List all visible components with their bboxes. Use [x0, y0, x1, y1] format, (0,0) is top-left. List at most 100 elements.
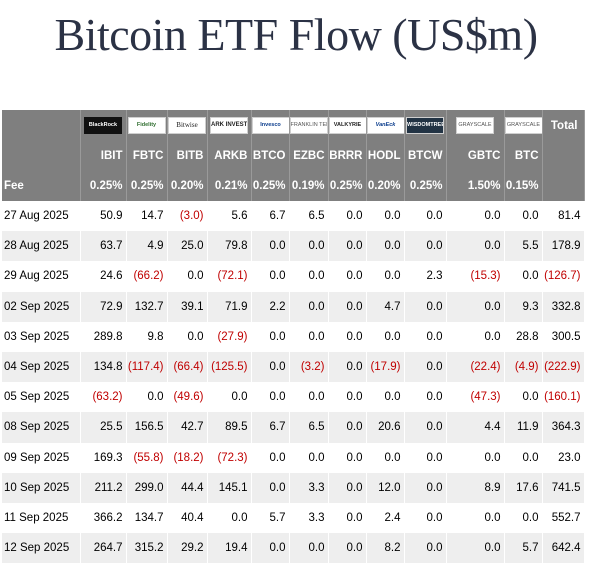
total-cell: 81.4	[542, 201, 585, 232]
flow-cell-bitb: 0.0	[167, 321, 208, 352]
flow-cell-arkb: 145.1	[207, 472, 252, 503]
flow-cell-btcw: 0.0	[404, 533, 447, 563]
fee-bitb: 0.20%	[167, 171, 208, 201]
invesco-logo: Invesco	[251, 117, 288, 134]
flow-cell-btcw: 0.0	[404, 502, 447, 534]
flow-cell-btcw: 0.0	[404, 472, 447, 503]
date-cell: 10 Sep 2025	[2, 472, 81, 503]
flow-cell-brrr: 0.0	[328, 351, 367, 383]
ticker-hodl: HODL	[366, 141, 405, 171]
flow-cell-ibit: 25.5	[80, 412, 127, 443]
fee-btc: 0.15%	[504, 171, 543, 201]
flow-cell-btc: 5.5	[504, 231, 543, 262]
flow-cell-fbtc: (66.2)	[126, 261, 168, 292]
date-cell: 09 Sep 2025	[2, 442, 81, 473]
flow-cell-ibit: 50.9	[80, 201, 127, 232]
grayscale-gbtc-logo: GRAYSCALE	[456, 117, 494, 134]
flow-cell-hodl: 20.6	[366, 412, 405, 443]
flow-cell-btc: 0.0	[504, 442, 543, 473]
flow-cell-hodl: 8.2	[366, 533, 405, 563]
flow-cell-brrr: 0.0	[328, 533, 367, 563]
flow-cell-ibit: 264.7	[80, 533, 127, 563]
flow-cell-hodl: 4.7	[366, 291, 405, 322]
flow-cell-brrr: 0.0	[328, 261, 367, 292]
flow-cell-ibit: 366.2	[80, 502, 127, 534]
total-cell: (160.1)	[542, 382, 585, 413]
total-cell: 642.4	[542, 533, 585, 563]
flow-cell-fbtc: 134.7	[126, 502, 168, 534]
flow-cell-gbtc: 0.0	[446, 502, 505, 534]
blackrock-logo: BlackRock	[84, 117, 122, 134]
ticker-gbtc: GBTC	[446, 141, 505, 171]
flow-cell-arkb: 0.0	[207, 502, 252, 534]
total-cell: 300.5	[542, 321, 585, 352]
fee-ibit: 0.25%	[80, 171, 127, 201]
corner-cell	[2, 110, 81, 141]
flow-cell-arkb: 5.6	[207, 201, 252, 232]
table-row: 02 Sep 2025 72.9 132.7 39.1 71.9 2.2 0.0 0.0 4.7…	[2, 291, 585, 322]
logo-row: BlackRock Fidelity Bitwise ARK INVEST In…	[2, 110, 585, 141]
flow-cell-arkb: (72.3)	[207, 442, 252, 473]
flow-cell-fbtc: 0.0	[126, 382, 168, 413]
flow-cell-btc: 9.3	[504, 291, 543, 322]
flow-cell-bitb: 39.1	[167, 291, 208, 322]
flow-cell-btcw: 0.0	[404, 231, 447, 262]
flow-cell-btcw: 0.0	[404, 382, 447, 413]
flow-cell-btc: 5.7	[504, 533, 543, 563]
flow-cell-brrr: 0.0	[328, 201, 367, 232]
flow-cell-arkb: 0.0	[207, 382, 252, 413]
flow-cell-fbtc: 4.9	[126, 231, 168, 262]
flow-cell-gbtc: 0.0	[446, 291, 505, 322]
flow-cell-ezbc: 0.0	[289, 231, 329, 262]
flow-cell-btc: 11.9	[504, 412, 543, 443]
total-cell: (222.9)	[542, 351, 585, 383]
flow-cell-ibit: 169.3	[80, 442, 127, 473]
flow-cell-bitb: (49.6)	[167, 382, 208, 413]
table-row: 12 Sep 2025 264.7 315.2 29.2 19.4 0.0 0.0 0.0 8.…	[2, 533, 585, 563]
total-cell: (126.7)	[542, 261, 585, 292]
flow-cell-fbtc: 132.7	[126, 291, 168, 322]
fee-ezbc: 0.19%	[289, 171, 329, 201]
flow-cell-fbtc: (117.4)	[126, 351, 168, 383]
total-cell: 23.0	[542, 442, 585, 473]
total-header: Total	[542, 110, 585, 141]
flow-cell-btco: 0.0	[251, 261, 290, 292]
flow-cell-hodl: 0.0	[366, 231, 405, 262]
flow-cell-arkb: 19.4	[207, 533, 252, 563]
flow-cell-gbtc: 4.4	[446, 412, 505, 443]
flow-cell-bitb: (3.0)	[167, 201, 208, 232]
page-title: Bitcoin ETF Flow (US$m)	[54, 9, 538, 60]
flow-cell-btco: 0.0	[251, 231, 290, 262]
flow-cell-arkb: (72.1)	[207, 261, 252, 292]
flow-cell-ibit: (63.2)	[80, 382, 127, 413]
total-cell: 364.3	[542, 412, 585, 443]
flow-cell-hodl: 0.0	[366, 442, 405, 473]
flow-cell-ibit: 289.8	[80, 321, 127, 352]
flow-cell-ezbc: 0.0	[289, 382, 329, 413]
flow-cell-btc: 28.8	[504, 321, 543, 352]
flow-cell-hodl: 0.0	[366, 261, 405, 292]
flow-cell-hodl: 12.0	[366, 472, 405, 503]
grayscale-btc-logo: GRAYSCALE	[504, 117, 541, 134]
flow-cell-gbtc: 0.0	[446, 442, 505, 473]
flow-cell-gbtc: (15.3)	[446, 261, 505, 292]
flow-cell-ibit: 24.6	[80, 261, 127, 292]
ticker-arkb: ARKB	[207, 141, 252, 171]
date-cell: 11 Sep 2025	[2, 502, 81, 534]
table-row: 05 Sep 2025 (63.2) 0.0 (49.6) 0.0 0.0 0.0 0.0 0.…	[2, 382, 585, 413]
ticker-btc: BTC	[504, 141, 543, 171]
flow-cell-ibit: 63.7	[80, 231, 127, 262]
fidelity-logo: Fidelity	[127, 117, 166, 134]
flow-cell-ezbc: 3.3	[289, 502, 329, 534]
flow-cell-hodl: 0.0	[366, 321, 405, 352]
flow-cell-btc: 0.0	[504, 201, 543, 232]
flow-cell-btc: 0.0	[504, 382, 543, 413]
flow-cell-bitb: 40.4	[167, 502, 208, 534]
ticker-ibit: IBIT	[80, 141, 127, 171]
fee-gbtc: 1.50%	[446, 171, 505, 201]
ticker-brrr: BRRR	[328, 141, 367, 171]
flow-cell-bitb: 0.0	[167, 261, 208, 292]
flow-cell-gbtc: 0.0	[446, 231, 505, 262]
etf-flow-table: BlackRock Fidelity Bitwise ARK INVEST In…	[2, 110, 585, 563]
flow-cell-btcw: 0.0	[404, 442, 447, 473]
